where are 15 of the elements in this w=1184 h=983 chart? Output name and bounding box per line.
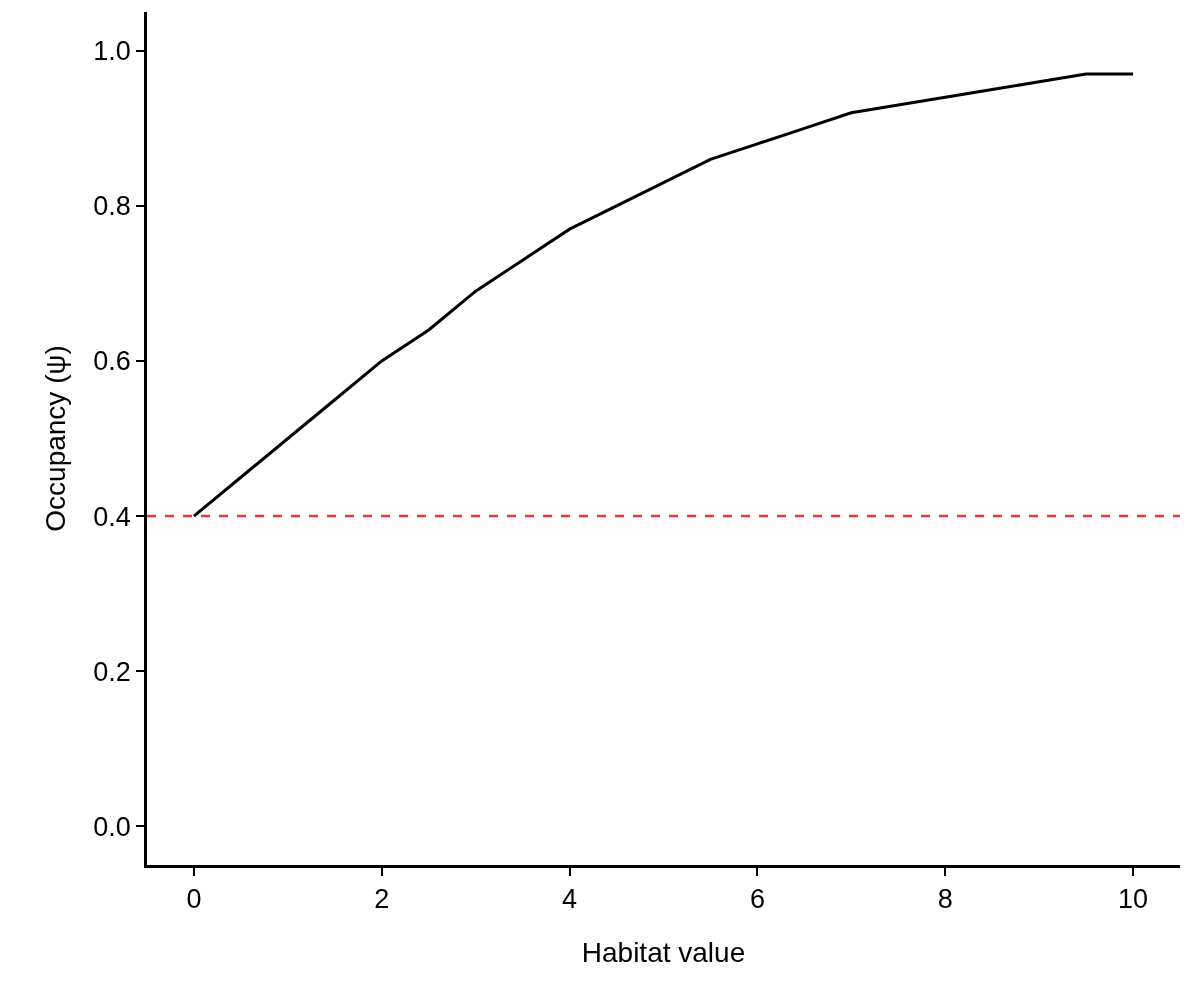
y-tick-label: 0.8	[93, 191, 131, 222]
y-axis-title: Occupancy (ψ)	[40, 345, 71, 532]
x-tick-label: 4	[562, 884, 578, 915]
y-tick-label: 0.2	[93, 656, 131, 687]
x-tick-label: 6	[749, 884, 765, 915]
x-tick-label: 8	[937, 884, 953, 915]
y-tick-label: 0.4	[93, 501, 131, 532]
x-tick-label: 0	[186, 884, 202, 915]
x-tick-label: 10	[1118, 884, 1149, 915]
y-tick-label: 1.0	[93, 36, 131, 67]
y-tick-label: 0.6	[93, 346, 131, 377]
x-axis-title: Habitat value	[581, 937, 746, 969]
y-tick-label: 0.0	[93, 811, 131, 842]
x-tick-label: 2	[374, 884, 390, 915]
line-series	[192, 72, 1135, 518]
